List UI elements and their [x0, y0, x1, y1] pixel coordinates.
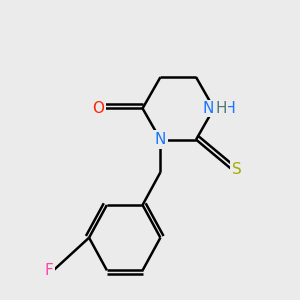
Text: N: N: [155, 132, 166, 147]
Text: S: S: [232, 162, 242, 177]
Text: F: F: [45, 263, 53, 278]
Text: N: N: [202, 101, 214, 116]
Text: H: H: [215, 101, 227, 116]
Text: NH: NH: [214, 101, 237, 116]
Text: O: O: [92, 101, 104, 116]
